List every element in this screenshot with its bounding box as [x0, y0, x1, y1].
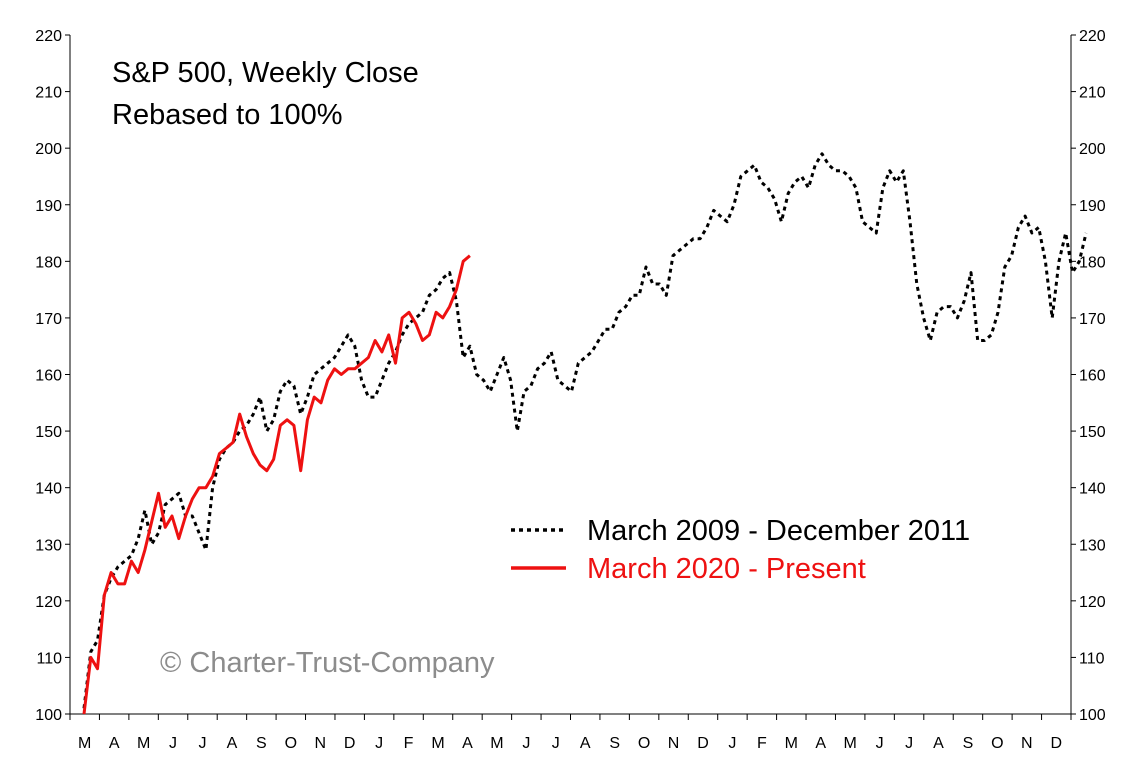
y-tick-label-right: 180 — [1079, 254, 1106, 271]
x-tick-label: D — [697, 735, 709, 752]
x-tick-label: N — [1021, 735, 1033, 752]
chart-title-line-2: Rebased to 100% — [112, 99, 343, 131]
y-tick-label-left: 110 — [36, 650, 62, 667]
legend-label-2020: March 2020 - Present — [587, 553, 866, 585]
x-tick-label: N — [314, 735, 326, 752]
x-tick-label: S — [963, 735, 974, 752]
y-tick-label-right: 160 — [1079, 368, 1106, 385]
x-tick-label: M — [431, 735, 444, 752]
x-tick-label: J — [728, 735, 736, 752]
x-tick-label: A — [462, 735, 473, 752]
legend-label-2009: March 2009 - December 2011 — [587, 515, 970, 547]
y-tick-label-left: 210 — [35, 85, 62, 102]
x-tick-label: N — [668, 735, 680, 752]
y-tick-label-left: 150 — [35, 424, 62, 441]
x-tick-label: J — [198, 735, 206, 752]
x-tick-label: A — [580, 735, 591, 752]
x-tick-label: M — [490, 735, 503, 752]
x-tick-label: D — [1050, 735, 1062, 752]
y-tick-label-left: 160 — [35, 368, 62, 385]
y-tick-label-right: 200 — [1079, 141, 1106, 158]
y-tick-label-right: 150 — [1079, 424, 1106, 441]
y-tick-label-right: 130 — [1079, 537, 1106, 554]
y-tick-label-left: 170 — [35, 311, 62, 328]
y-tick-label-left: 200 — [35, 141, 62, 158]
x-tick-label: M — [844, 735, 857, 752]
y-tick-label-right: 110 — [1079, 650, 1105, 667]
y-tick-label-right: 100 — [1079, 707, 1106, 724]
x-tick-label: O — [991, 735, 1003, 752]
y-tick-label-right: 120 — [1079, 594, 1106, 611]
series-line-2009-2011 — [82, 152, 1088, 709]
y-tick-label-left: 120 — [35, 594, 62, 611]
y-tick-label-left: 220 — [35, 28, 62, 45]
y-tick-label-left: 100 — [35, 707, 62, 724]
y-tick-label-left: 190 — [35, 198, 62, 215]
y-ticks-right: 100 110 120 130 140 150 160 170 180 190 200 210 220 — [1071, 28, 1106, 724]
x-tick-label: M — [78, 735, 91, 752]
y-tick-label-right: 140 — [1079, 481, 1106, 498]
x-tick-label: F — [404, 735, 414, 752]
y-tick-label-right: 210 — [1079, 85, 1106, 102]
x-tick-label: M — [785, 735, 798, 752]
legend: March 2009 - December 2011 March 2020 - … — [511, 515, 970, 585]
y-tick-label-left: 180 — [35, 254, 62, 271]
x-tick-label: J — [905, 735, 913, 752]
x-tick-label: J — [552, 735, 560, 752]
y-tick-label-left: 130 — [35, 537, 62, 554]
x-tick-label: J — [375, 735, 383, 752]
x-tick-label: A — [227, 735, 238, 752]
x-tick-label: S — [609, 735, 620, 752]
x-tick-label: O — [638, 735, 650, 752]
y-tick-label-right: 170 — [1079, 311, 1106, 328]
chart-title-line-1: S&P 500, Weekly Close — [112, 57, 419, 89]
x-tick-label: M — [137, 735, 150, 752]
x-tick-label: D — [344, 735, 356, 752]
x-tick-label: J — [522, 735, 530, 752]
y-tick-label-left: 140 — [35, 481, 62, 498]
x-tick-label: O — [285, 735, 297, 752]
x-tick-label: A — [815, 735, 826, 752]
y-ticks-left: 100 110 120 130 140 150 160 170 180 190 200 210 220 — [35, 28, 70, 724]
series-line-2020-present — [82, 254, 471, 715]
x-tick-label: S — [256, 735, 267, 752]
x-tick-label: A — [933, 735, 944, 752]
x-tick-label: J — [169, 735, 177, 752]
x-tick-label: F — [757, 735, 767, 752]
x-tick-label: A — [109, 735, 120, 752]
series-group — [82, 152, 1088, 715]
watermark: © Charter-Trust-Company — [160, 647, 495, 679]
y-tick-label-right: 190 — [1079, 198, 1106, 215]
x-tick-label: J — [876, 735, 884, 752]
y-tick-label-right: 220 — [1079, 28, 1106, 45]
